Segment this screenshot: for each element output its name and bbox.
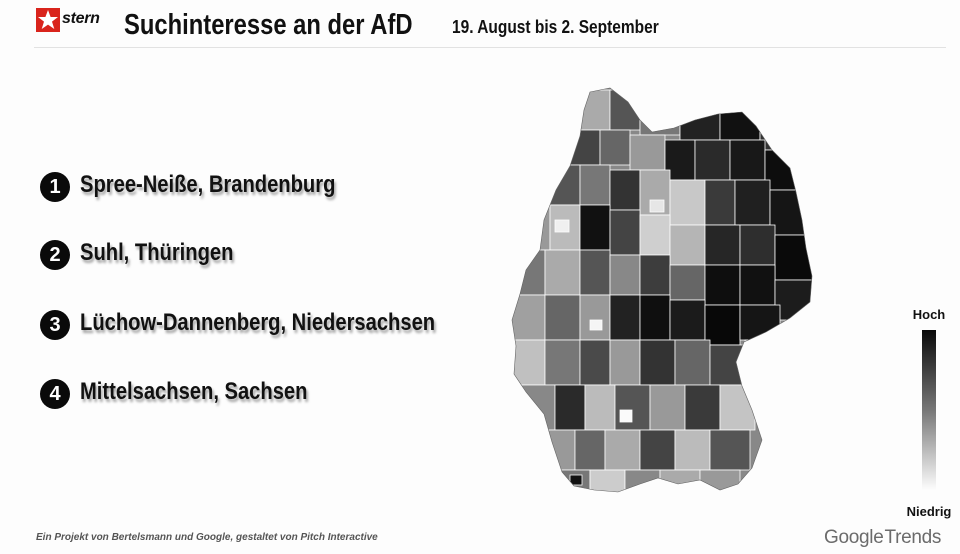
rank-number-badge: 2 xyxy=(40,240,70,270)
stern-logo: stern xyxy=(36,8,110,34)
rank-number-badge: 1 xyxy=(40,172,70,202)
germany-outline xyxy=(511,87,813,493)
page-title: Suchinteresse an der AfD xyxy=(124,9,413,41)
ranking-label: Mittelsachsen, Sachsen xyxy=(80,378,308,405)
ranking-label: Spree-Neiße, Brandenburg xyxy=(80,171,336,198)
legend-gradient-bar xyxy=(922,330,936,490)
ranking-label: Lüchow-Dannenberg, Niedersachsen xyxy=(80,309,436,336)
map-regions xyxy=(512,88,812,492)
rank-number-badge: 4 xyxy=(40,379,70,409)
footer-credit: Ein Projekt von Bertelsmann und Google, … xyxy=(36,532,378,543)
brand-google-text: Google xyxy=(824,527,884,548)
germany-choropleth-map xyxy=(511,87,813,493)
page-subtitle: 19. August bis 2. September xyxy=(452,17,659,37)
header-divider xyxy=(34,47,946,48)
star-icon xyxy=(36,8,60,32)
legend-low-label: Niedrig xyxy=(906,504,952,519)
logo-text: stern xyxy=(62,10,100,27)
google-trends-logo: GoogleTrends xyxy=(824,527,941,549)
ranking-label: Suhl, Thüringen xyxy=(80,239,234,266)
rank-number-badge: 3 xyxy=(40,310,70,340)
brand-trends-text: Trends xyxy=(884,527,942,548)
legend-high-label: Hoch xyxy=(912,307,946,322)
